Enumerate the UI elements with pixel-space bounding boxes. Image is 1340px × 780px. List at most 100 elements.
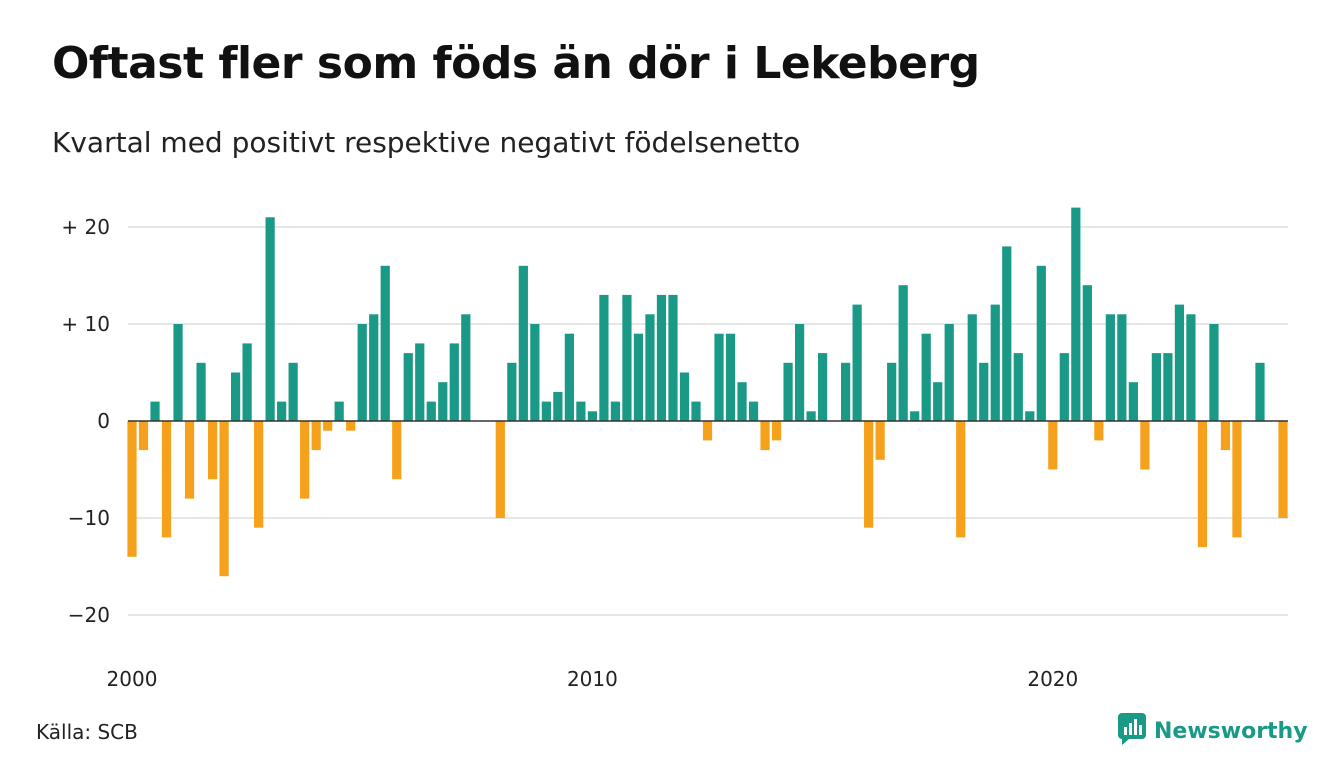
bar-2005-q2: [369, 314, 379, 421]
bar-2015-q3: [841, 362, 851, 421]
bar-2019-q4: [1036, 265, 1046, 421]
bar-2021-q3: [1117, 314, 1127, 421]
bar-2008-q4: [530, 324, 540, 421]
bar-2022-q3: [1163, 353, 1173, 421]
bar-2019-q3: [1025, 411, 1035, 421]
bar-2008-q2: [507, 362, 517, 421]
bar-2007-q1: [449, 343, 459, 421]
bar-2022-q4: [1174, 304, 1185, 421]
bar-2005-q3: [380, 265, 390, 421]
bar-chart: + 20 + 10 0 −10 −20 2000 2010 2020: [61, 207, 1288, 691]
newsworthy-logo-icon: [1118, 713, 1146, 749]
chart-subtitle: Kvartal med positivt respektive negativt…: [52, 126, 801, 159]
y-tick-label: + 20: [61, 215, 110, 239]
bar-2000-q4: [161, 421, 172, 538]
bar-2003-q2: [277, 401, 287, 421]
y-tick-label: −20: [68, 603, 110, 627]
bar-2012-q4: [714, 333, 724, 421]
bar-2010-q4: [622, 294, 632, 421]
bar-2001-q2: [184, 421, 195, 499]
bar-2003-q3: [288, 362, 298, 421]
bar-2009-q4: [576, 401, 586, 421]
bar-2014-q4: [806, 411, 816, 421]
bar-2013-q3: [748, 401, 759, 421]
bar-2022-q2: [1151, 353, 1161, 421]
bar-2011-q1: [633, 333, 644, 421]
bar-2017-q4: [944, 324, 954, 421]
bar-2016-q3: [887, 362, 897, 421]
bar-2008-q1: [495, 421, 505, 518]
x-axis-ticks: 2000 2010 2020: [107, 667, 1079, 691]
bar-2006-q2: [415, 343, 425, 421]
bar-2023-q2: [1197, 421, 1208, 548]
bar-2006-q4: [438, 382, 448, 421]
bar-2016-q4: [898, 285, 908, 421]
bar-2001-q4: [207, 421, 218, 480]
bar-2023-q1: [1186, 314, 1196, 421]
brand-logo[interactable]: Newsworthy: [1118, 713, 1308, 749]
bar-2020-q2: [1059, 353, 1069, 421]
x-tick-label: 2000: [107, 667, 158, 691]
bar-2021-q1: [1094, 421, 1104, 441]
bar-2020-q4: [1082, 285, 1092, 421]
bar-2016-q2: [875, 421, 885, 460]
bar-2001-q1: [173, 324, 183, 421]
bar-2015-q1: [818, 353, 828, 421]
bar-2017-q3: [933, 382, 943, 421]
bar-2004-q4: [346, 421, 356, 431]
bar-2008-q3: [518, 265, 528, 421]
bar-2000-q1: [127, 421, 137, 557]
bar-2013-q4: [760, 421, 770, 451]
bar-2018-q1: [956, 421, 966, 538]
bar-2021-q2: [1105, 314, 1115, 421]
bar-2002-q1: [219, 421, 229, 577]
bar-2012-q3: [702, 421, 713, 441]
bar-2020-q3: [1071, 207, 1081, 421]
bar-2018-q2: [967, 314, 977, 421]
bar-2017-q2: [921, 333, 931, 421]
bar-2014-q3: [794, 324, 805, 421]
bar-2003-q4: [300, 421, 310, 499]
y-axis-ticks: + 20 + 10 0 −10 −20: [61, 215, 110, 627]
bar-2010-q3: [610, 401, 621, 421]
bar-2010-q1: [587, 411, 598, 421]
bar-2004-q1: [311, 421, 321, 451]
bar-2019-q2: [1013, 353, 1023, 421]
bar-2024-q1: [1232, 421, 1242, 538]
x-tick-label: 2020: [1027, 667, 1078, 691]
bar-2012-q1: [679, 372, 690, 421]
bar-2001-q3: [196, 362, 206, 421]
bar-2003-q1: [265, 217, 275, 421]
bar-2024-q3: [1255, 362, 1265, 421]
bar-2018-q3: [979, 362, 989, 421]
bar-2025-q1: [1278, 421, 1288, 518]
bar-2018-q4: [990, 304, 1000, 421]
bar-2002-q2: [230, 372, 241, 421]
bar-2002-q3: [242, 343, 252, 421]
bar-2009-q1: [541, 401, 551, 421]
bar-2023-q4: [1220, 421, 1231, 451]
brand-name: Newsworthy: [1154, 718, 1308, 744]
bar-2011-q3: [656, 294, 667, 421]
bar-2015-q4: [852, 304, 862, 421]
bar-2007-q2: [461, 314, 471, 421]
bar-2020-q1: [1048, 421, 1058, 470]
bar-2013-q2: [737, 382, 747, 421]
bar-2013-q1: [725, 333, 736, 421]
bar-2021-q4: [1128, 382, 1138, 421]
bar-2004-q3: [334, 401, 344, 421]
bar-2011-q2: [645, 314, 655, 421]
y-tick-label: −10: [68, 506, 110, 530]
bar-2011-q4: [668, 294, 678, 421]
bar-2022-q1: [1140, 421, 1150, 470]
bar-2006-q3: [426, 401, 436, 421]
bar-2004-q2: [323, 421, 333, 431]
bar-2009-q2: [553, 391, 563, 421]
bar-2019-q1: [1002, 246, 1012, 421]
bar-2023-q3: [1209, 324, 1219, 421]
bar-2012-q2: [691, 401, 701, 421]
chart-title: Oftast fler som föds än dör i Lekeberg: [52, 38, 980, 89]
bar-2006-q1: [403, 353, 413, 421]
bar-2002-q4: [254, 421, 264, 528]
bar-2005-q4: [392, 421, 402, 480]
